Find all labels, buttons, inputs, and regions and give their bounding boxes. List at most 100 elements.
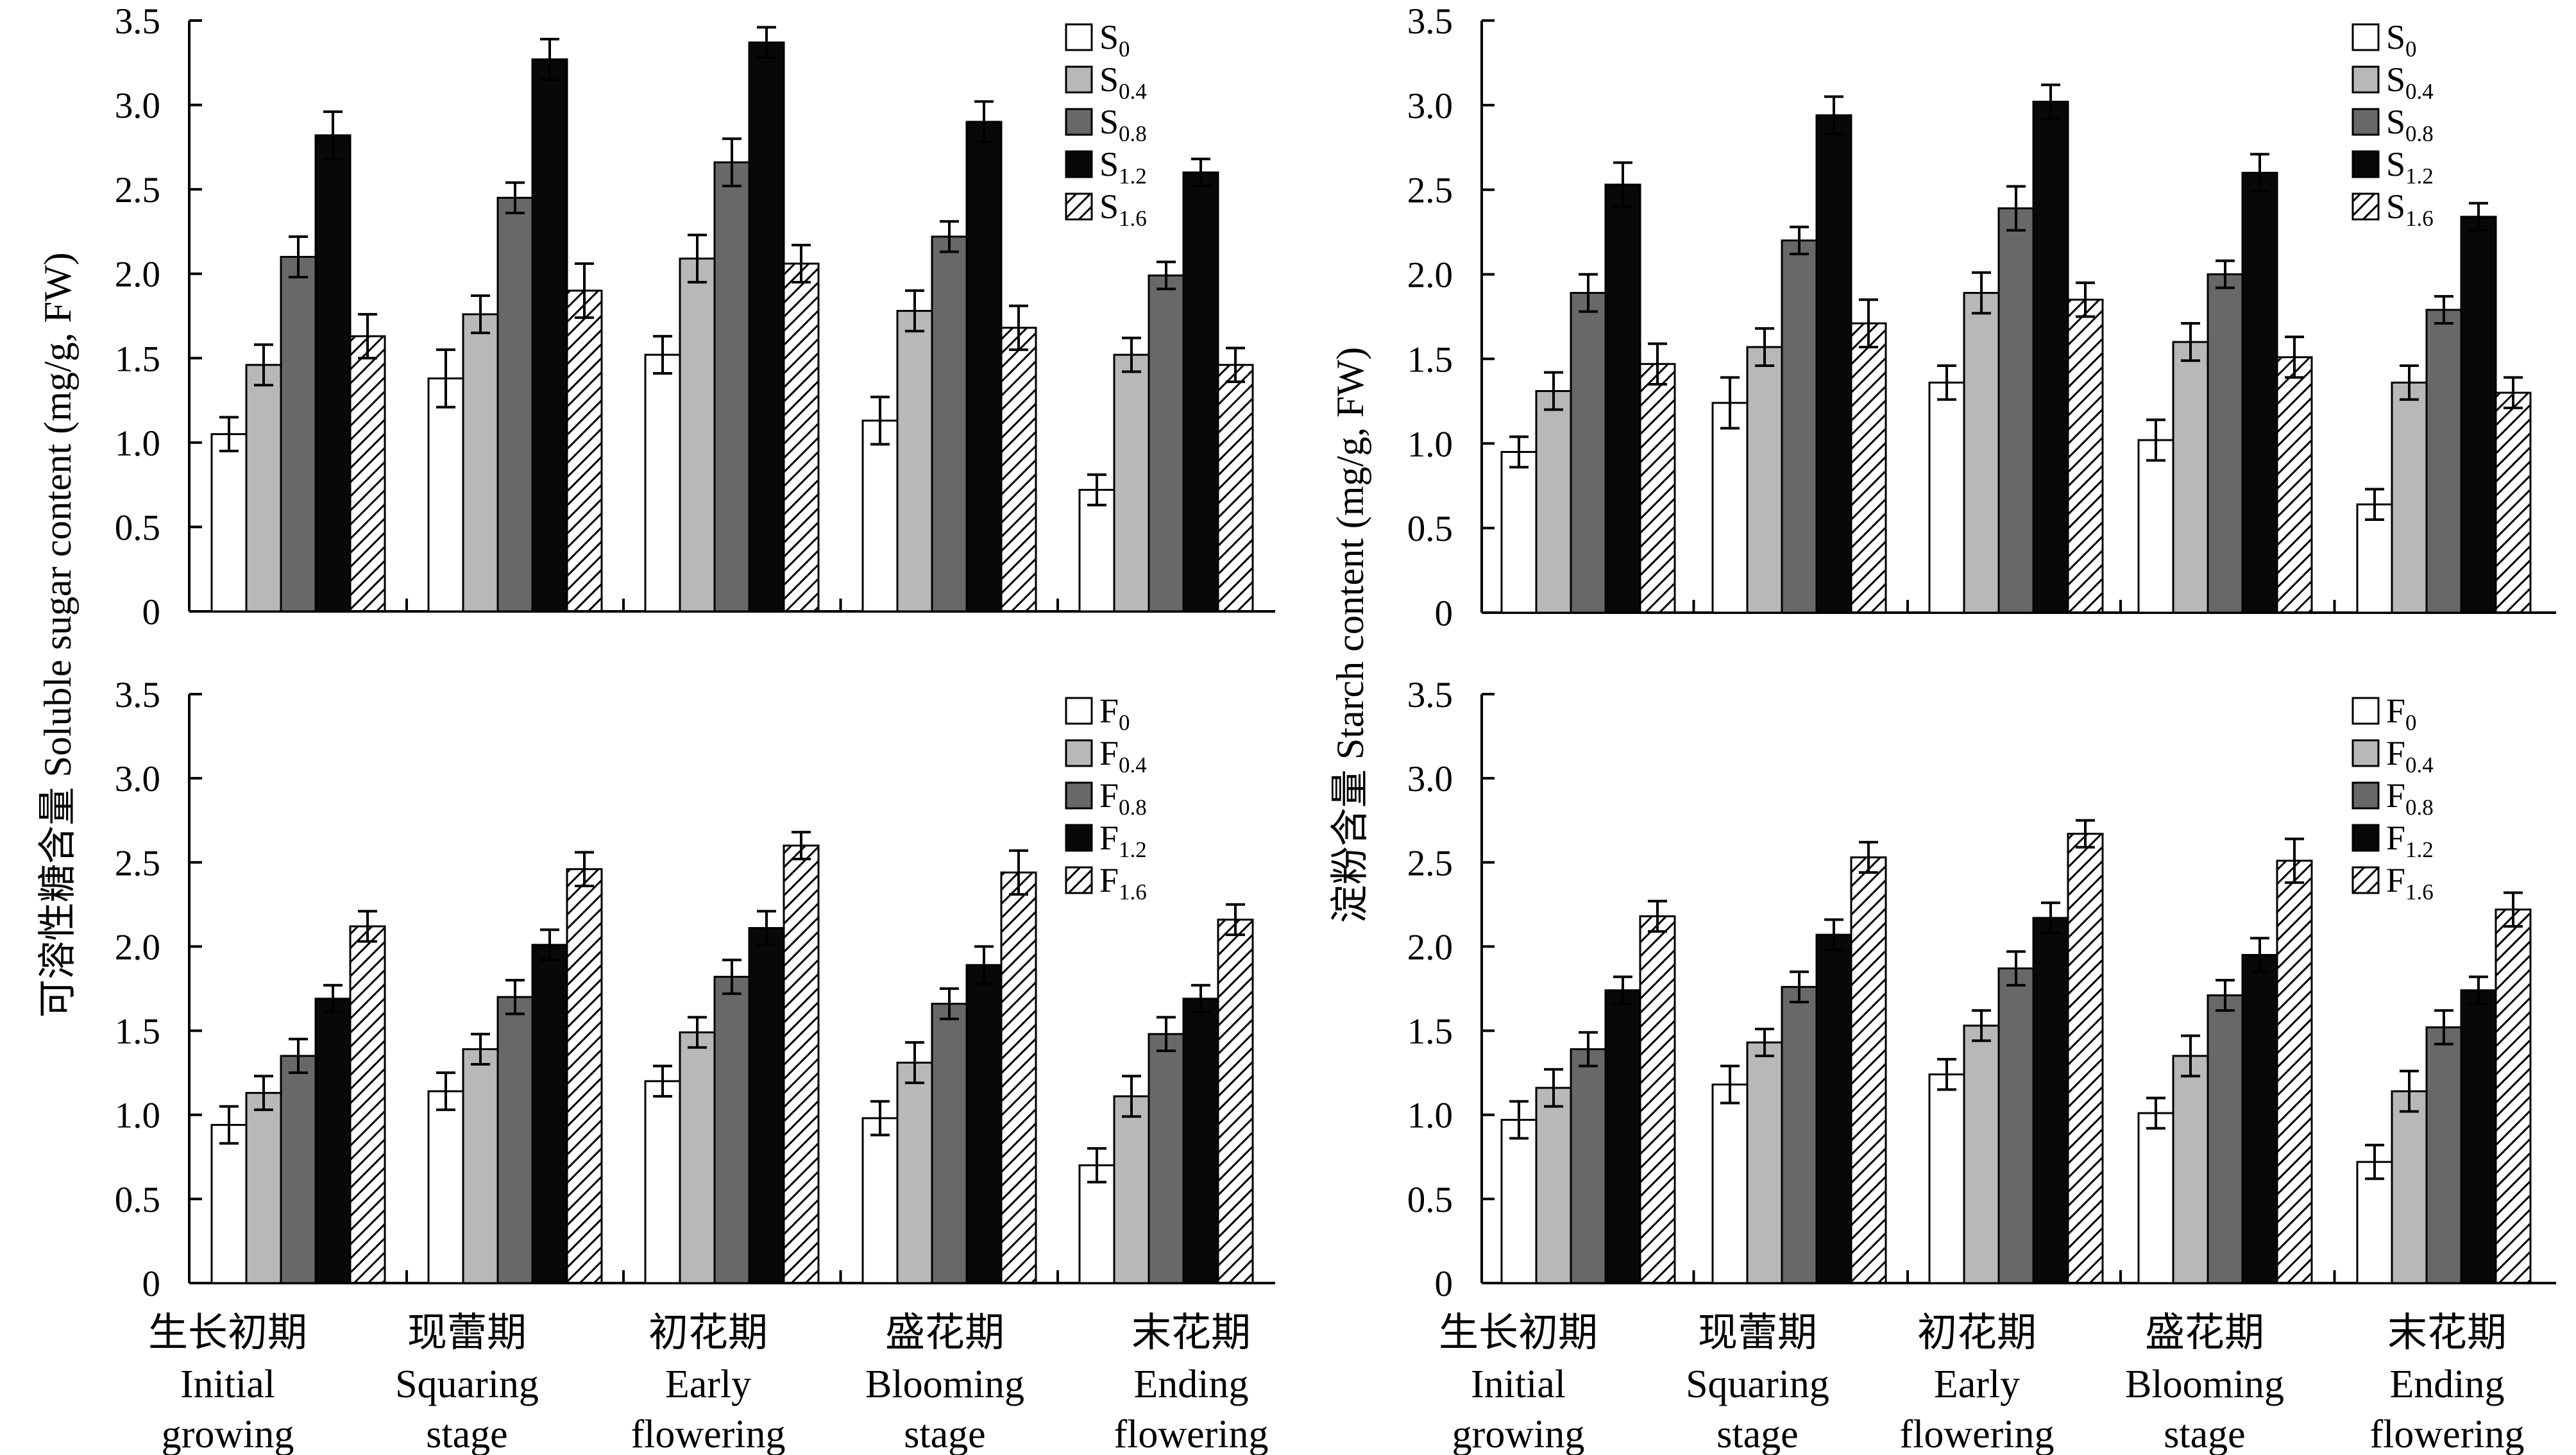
bar-S0.4: [2172, 341, 2209, 614]
y-tick-label: 0: [142, 592, 161, 633]
y-tick-label: 1.0: [115, 423, 160, 464]
legend-swatch: [2351, 781, 2380, 810]
y-tick-label: 3.0: [1407, 759, 1453, 799]
y-tick-label: 3.0: [1407, 86, 1453, 126]
legend-swatch: [2351, 65, 2380, 94]
legend-label: F0: [2386, 692, 2417, 735]
bar-S0: [644, 353, 681, 613]
y-tick-label: 1.5: [1407, 1012, 1453, 1052]
bar-S0: [210, 433, 248, 613]
bar-F1.6: [1000, 871, 1037, 1284]
bar-F0.8: [931, 1003, 968, 1284]
legend-label: S0: [1099, 18, 1130, 62]
legend-swatch: [1065, 866, 1093, 894]
bar-S1.2: [1182, 171, 1219, 613]
category-en1: Ending: [1133, 1363, 1248, 1406]
bar-F0: [2356, 1161, 2393, 1284]
y-axis-title-left: 可溶性糖含量 Soluble sugar content (mg/g, FW): [37, 252, 79, 1017]
bar-F0: [210, 1123, 248, 1284]
bar-S0: [2137, 439, 2174, 614]
bar-F0.4: [1535, 1087, 1572, 1284]
bar-F1.6: [1850, 856, 1887, 1284]
y-tick-label: 0.5: [115, 1180, 160, 1220]
y-tick-label: 2.0: [1407, 927, 1453, 967]
bar-F0.4: [2172, 1055, 2209, 1284]
bar-F0.4: [462, 1048, 499, 1284]
legend-label: S0.8: [2386, 103, 2434, 146]
y-tick-label: 1.0: [115, 1096, 160, 1136]
bar-S0.4: [462, 313, 499, 613]
bar-S1.2: [2032, 101, 2069, 614]
legend-swatch: [1065, 697, 1093, 725]
bar-F0.8: [2207, 994, 2244, 1284]
category-en2: flowering: [631, 1413, 785, 1455]
category-en2: stage: [2164, 1413, 2245, 1455]
bar-F1.2: [2241, 954, 2278, 1284]
legend-label: F0: [1099, 692, 1130, 735]
bar-F0.8: [1148, 1033, 1185, 1284]
bar-S0.4: [679, 257, 716, 613]
legend-label: F0.4: [2386, 734, 2434, 778]
legend-swatch: [2351, 866, 2380, 894]
y-tick-label: 3.5: [1407, 675, 1453, 715]
y-axis-title-right: 淀粉含量 Starch content (mg/g, FW): [1329, 347, 1371, 923]
bar-S1.2: [1604, 183, 1641, 614]
bar-S1.6: [566, 289, 603, 613]
bar-F0: [1711, 1084, 1749, 1284]
bar-F0.4: [1746, 1041, 1783, 1284]
bar-S0.8: [713, 161, 750, 613]
bar-F0.8: [713, 976, 750, 1284]
category-en1: Blooming: [2125, 1363, 2284, 1406]
bar-F1.2: [314, 998, 352, 1284]
bar-S0.8: [1781, 239, 1818, 614]
legend-swatch: [2351, 824, 2380, 852]
bar-S0.8: [280, 255, 317, 613]
bar-S0.8: [1997, 207, 2035, 614]
bar-F0.8: [2425, 1026, 2462, 1284]
bar-F0: [427, 1090, 464, 1284]
y-tick-label: 1.0: [1407, 424, 1453, 464]
y-tick-label: 2.5: [1407, 171, 1453, 211]
bar-S0.4: [896, 310, 933, 613]
y-tick-label: 1.5: [115, 339, 160, 379]
bar-S1.6: [2067, 298, 2104, 614]
legend-label: F1.6: [1099, 861, 1147, 905]
bar-F0: [1078, 1164, 1115, 1284]
bar-S0.4: [245, 364, 282, 613]
bar-F0: [1500, 1119, 1538, 1284]
category-en1: Early: [1934, 1363, 2020, 1406]
legend-label: S0.4: [1099, 60, 1147, 104]
legend-swatch: [1065, 739, 1093, 767]
bar-F1.6: [2495, 908, 2532, 1284]
bar-F0.8: [496, 996, 534, 1284]
category-zh: 盛花期: [885, 1311, 1004, 1355]
bar-S1.6: [1000, 327, 1037, 613]
bar-S1.2: [748, 41, 785, 613]
bar-S0: [1928, 381, 1965, 614]
legend-swatch: [1065, 192, 1093, 221]
category-en1: Early: [665, 1363, 751, 1406]
bar-S1.6: [1217, 364, 1254, 613]
bar-S0.8: [1570, 292, 1607, 614]
legend-swatch: [1065, 781, 1093, 810]
category-en1: Initial: [180, 1363, 275, 1406]
bar-F0.4: [1113, 1095, 1150, 1284]
category-en1: Ending: [2389, 1363, 2504, 1406]
bar-S1.2: [314, 134, 352, 613]
legend-label: F1.2: [1099, 819, 1147, 862]
category-en2: flowering: [1114, 1413, 1268, 1455]
bar-F1.6: [1639, 915, 1676, 1284]
bar-F1.2: [1815, 933, 1852, 1284]
legend-swatch: [2351, 192, 2380, 221]
bar-F1.6: [349, 925, 386, 1284]
bar-F1.2: [748, 927, 785, 1284]
legend-swatch: [2351, 697, 2380, 725]
bar-F0.8: [1997, 967, 2035, 1284]
category-en1: Squaring: [1686, 1363, 1829, 1406]
category-labels-left: 生长初期 Initial growing 现蕾期 Squaring stage …: [148, 1311, 1269, 1455]
